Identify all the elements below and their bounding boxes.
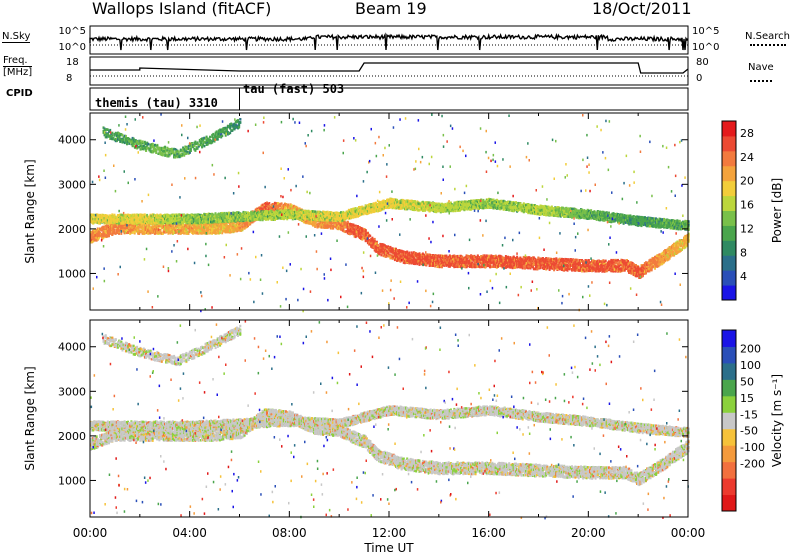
velocity-colorbar-segment: [722, 412, 736, 429]
freq-panel: [90, 57, 688, 85]
velocity-colorbar-tick: 100: [740, 359, 761, 372]
freq-tick-high: 18: [66, 57, 79, 68]
ytick-label: 1000: [58, 474, 86, 487]
power-colorbar-segment: [722, 285, 736, 300]
ytick-label: 4000: [58, 341, 86, 354]
noise-tick-right-low: 10^0: [692, 42, 719, 53]
ytick-label: 3000: [58, 178, 86, 191]
velocity-colorbar-segment: [722, 429, 736, 446]
noise-sky-trace: [90, 35, 688, 50]
xtick-label: 04:00: [172, 526, 207, 540]
cpid-segment-1: themis (tau) 3310: [95, 96, 218, 110]
nave-tick-low: 0: [696, 73, 702, 84]
velocity-colorbar-segment: [722, 346, 736, 363]
power-colorbar-segment: [722, 196, 736, 211]
power-colorbar-segment: [722, 136, 736, 151]
velocity-panel-ylabel: Slant Range [km]: [23, 366, 37, 470]
power-colorbar-tick: 16: [740, 199, 754, 212]
velocity-colorbar-segment: [722, 478, 736, 495]
velocity-colorbar-segment: [722, 445, 736, 462]
velocity-colorbar-tick: -200: [740, 458, 765, 471]
nave-tick-high: 80: [696, 57, 709, 68]
velocity-colorbar-tick: 200: [740, 342, 761, 355]
velocity-colorbar-segment: [722, 379, 736, 396]
xtick-label: 00:00: [73, 526, 108, 540]
noise-tick-right-high: 10^5: [692, 26, 719, 37]
velocity-colorbar-label: Velocity [m s⁻¹]: [770, 374, 784, 467]
velocity-colorbar-tick: -50: [740, 425, 758, 438]
freq-label: Freq.: [3, 55, 28, 66]
freq-unit-label: [MHz]: [3, 66, 32, 78]
freq-tick-low: 8: [66, 73, 72, 84]
xtick-label: 16:00: [471, 526, 506, 540]
xtick-label: 00:00: [671, 526, 706, 540]
velocity-colorbar-segment: [722, 363, 736, 380]
nsearch-label: N.Search: [745, 31, 790, 42]
noise-tick-left-high: 10^5: [59, 26, 86, 37]
xtick-label: 12:00: [372, 526, 407, 540]
radar-figure: 10^5 10^0 10^5 10^0 18 8 80 0 1000 2000 3000 4000 Sl…: [0, 0, 800, 554]
velocity-colorbar-tick: 50: [740, 375, 754, 388]
freq-trace: [90, 63, 688, 73]
power-colorbar-segment: [722, 225, 736, 240]
xtick-label: 08:00: [272, 526, 307, 540]
velocity-colorbar-segment: [722, 495, 736, 512]
velocity-colorbar-tick: 15: [740, 392, 754, 405]
ytick-label: 1000: [58, 267, 86, 280]
power-panel-ylabel: Slant Range [km]: [23, 159, 37, 263]
power-colorbar-segment: [722, 166, 736, 181]
beam-label: Beam 19: [355, 0, 427, 18]
power-colorbar-segment: [722, 270, 736, 285]
power-colorbar-tick: 24: [740, 151, 754, 164]
power-colorbar-segment: [722, 211, 736, 226]
power-colorbar-segment: [722, 151, 736, 166]
velocity-panel-echoes: [90, 320, 690, 519]
x-axis-label: Time UT: [363, 541, 414, 554]
ytick-label: 2000: [58, 430, 86, 443]
power-colorbar-label: Power [dB]: [770, 178, 784, 243]
nave-label: Nave: [748, 62, 774, 73]
cpid-label: CPID: [6, 88, 33, 99]
power-panel-echoes: [90, 113, 690, 312]
velocity-colorbar-segment: [722, 330, 736, 347]
power-colorbar-segment: [722, 181, 736, 196]
nsky-label: N.Sky: [2, 31, 30, 43]
ytick-label: 4000: [58, 134, 86, 147]
nsearch-legend-line: [750, 44, 786, 46]
power-colorbar-tick: 12: [740, 222, 754, 235]
power-colorbar-tick: 28: [740, 127, 754, 140]
velocity-colorbar-tick: -15: [740, 408, 758, 421]
nave-legend-line: [750, 80, 772, 82]
velocity-colorbar-tick: -100: [740, 441, 765, 454]
power-colorbar-segment: [722, 255, 736, 270]
noise-tick-left-low: 10^0: [59, 42, 86, 53]
cpid-segment-2: tau (fast) 503: [243, 82, 344, 96]
power-colorbar-segment: [722, 121, 736, 136]
ytick-label: 3000: [58, 385, 86, 398]
xtick-label: 20:00: [571, 526, 606, 540]
power-colorbar-tick: 4: [740, 270, 747, 283]
velocity-colorbar-segment: [722, 396, 736, 413]
power-colorbar-tick: 8: [740, 246, 747, 259]
site-title: Wallops Island (fitACF): [92, 0, 271, 18]
power-colorbar-segment: [722, 240, 736, 255]
velocity-colorbar-segment: [722, 462, 736, 479]
power-colorbar-tick: 20: [740, 175, 754, 188]
ytick-label: 2000: [58, 223, 86, 236]
date-label: 18/Oct/2011: [592, 0, 692, 18]
